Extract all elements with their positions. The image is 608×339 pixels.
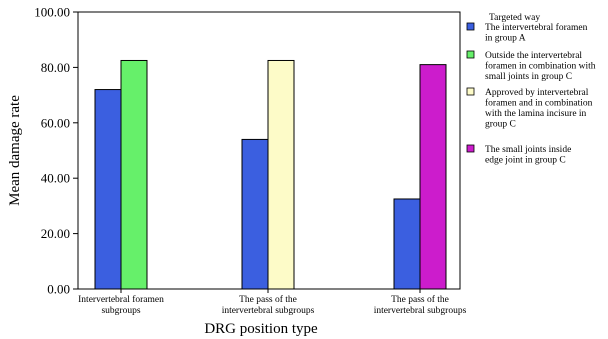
y-tick-label: 80.00: [41, 60, 70, 75]
x-axis-title: DRG position type: [204, 321, 318, 337]
bar: [393, 198, 421, 290]
y-axis: 0.00 20.00 40.00 60.00 80.00 100.00: [34, 5, 78, 297]
legend-swatch: [466, 87, 475, 96]
y-tick-label: 20.00: [41, 226, 70, 241]
legend-entry: The small joints inside edge joint in gro…: [485, 145, 571, 166]
y-axis-title: Mean damage rate: [7, 95, 23, 206]
bar: [94, 89, 122, 290]
legend-entry: The intervertebral foramen in group A: [485, 22, 588, 44]
y-tick-label: 60.00: [41, 115, 70, 130]
x-tick-label: The pass of the intervertebral subgroups: [222, 294, 315, 316]
legend-entry: Outside the intervertebral foramen in com…: [485, 51, 596, 82]
bar: [120, 59, 148, 290]
legend: Targeted way The intervertebral foramen i…: [466, 13, 596, 166]
x-tick-label: The pass of the intervertebral subgroups: [374, 294, 467, 316]
legend-swatch: [466, 144, 475, 153]
x-tick-label: Intervertebral foramen subgroups: [78, 294, 164, 316]
legend-swatch: [466, 22, 475, 31]
legend-swatch: [466, 50, 475, 59]
legend-title: Targeted way: [489, 13, 540, 23]
x-axis: Intervertebral foramen subgroups The pass …: [78, 289, 467, 316]
bar: [241, 138, 269, 290]
y-tick-label: 40.00: [41, 171, 70, 186]
y-tick-label: 100.00: [34, 5, 70, 20]
bars: [94, 59, 447, 290]
legend-entry: Approved by intervertebral foramen and in…: [485, 88, 593, 130]
bar: [267, 59, 295, 290]
y-tick-label: 0.00: [47, 282, 70, 297]
bar: [419, 64, 447, 290]
